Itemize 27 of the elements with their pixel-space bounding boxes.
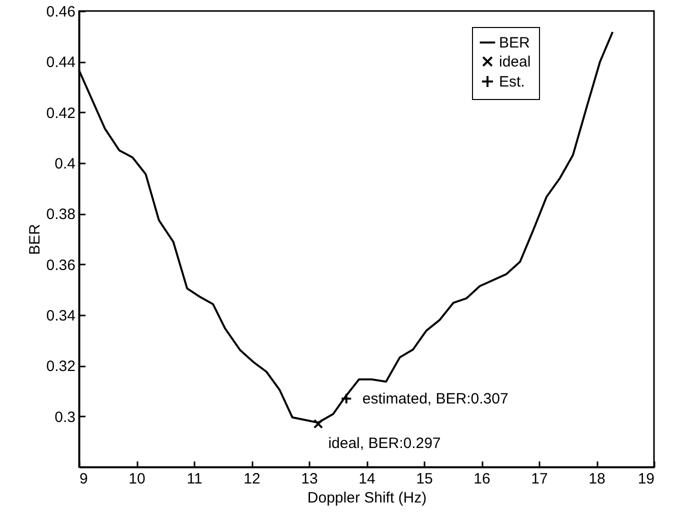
y-tick-label: 0.3: [54, 408, 76, 426]
x-tick-label: 17: [531, 470, 548, 488]
x-tick-label: 10: [128, 470, 146, 488]
x-tick-label: 16: [474, 470, 490, 488]
x-tick-label: 9: [80, 470, 88, 488]
y-tick-label: 0.36: [46, 256, 76, 274]
y-tick-label: 0.42: [46, 104, 76, 122]
x-tick-label: 12: [244, 470, 260, 488]
x-tick-label: 15: [416, 470, 433, 488]
annotation: ideal, BER:0.297: [328, 434, 441, 452]
y-tick-label: 0.38: [46, 206, 76, 224]
x-tick-label: 11: [186, 470, 202, 488]
legend-label: ideal: [499, 54, 531, 70]
legend-label: Est.: [499, 74, 525, 90]
legend-label: BER: [499, 34, 530, 52]
x-tick-label: 14: [358, 470, 376, 488]
y-axis-title: BER: [26, 224, 44, 255]
y-tick-label: 0.4: [54, 156, 76, 172]
x-axis-title: Doppler Shift (Hz): [307, 490, 427, 506]
y-tick-label: 0.44: [46, 54, 76, 72]
annotation: estimated, BER:0.307: [362, 390, 508, 408]
y-tick-label: 0.46: [46, 4, 76, 20]
y-tick-label: 0.34: [46, 308, 76, 324]
x-tick-label: 19: [638, 470, 654, 488]
x-tick-label: 13: [301, 470, 318, 488]
x-tick-label: 18: [588, 470, 606, 488]
y-tick-label: 0.32: [46, 358, 76, 376]
